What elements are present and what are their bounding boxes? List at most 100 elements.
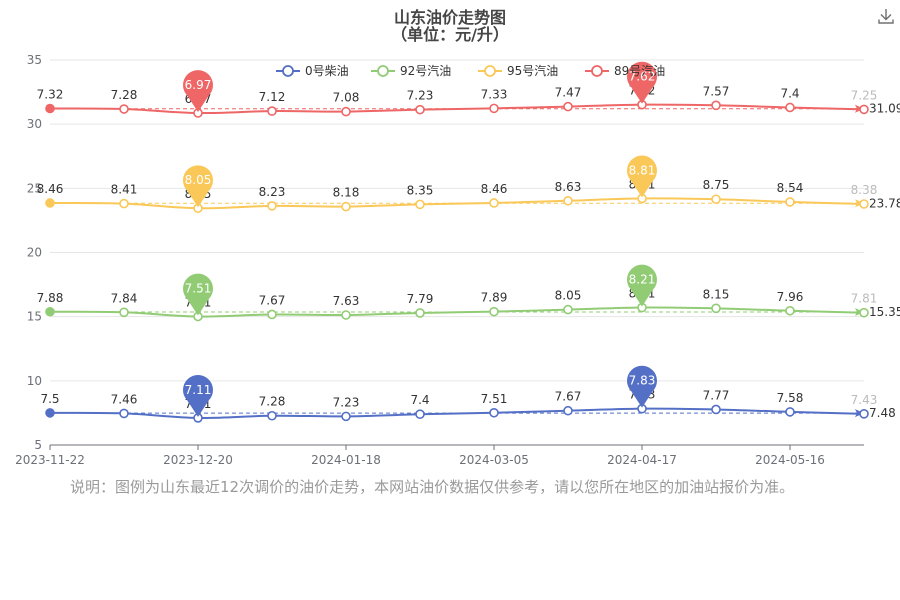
download-icon[interactable]	[876, 6, 896, 26]
series-3: 31.09 7.32 7.28 6.97 7.12 7.08 7.23 7.33 7.47 7.6…	[37, 61, 900, 118]
value-label: 7.58	[777, 391, 804, 405]
value-label: 7.43	[851, 393, 878, 407]
data-point	[563, 195, 573, 206]
data-point	[267, 410, 277, 421]
data-point	[785, 197, 795, 207]
data-point	[415, 104, 425, 115]
data-point	[785, 102, 795, 113]
legend-label: 95号汽油	[507, 63, 558, 78]
value-label: 7.79	[407, 292, 434, 306]
value-label: 7.89	[481, 291, 508, 305]
average-label: 31.09	[869, 102, 900, 116]
max-pin-label: 8.21	[629, 273, 656, 287]
min-pin	[183, 273, 214, 316]
data-point	[267, 309, 277, 320]
value-label: 8.35	[407, 183, 434, 197]
value-label: 7.88	[37, 291, 64, 305]
legend-item[interactable]: 95号汽油	[478, 63, 558, 78]
y-axis: 5 10 15 20 25 30 35	[27, 53, 42, 452]
max-pin-label: 7.62	[629, 70, 656, 84]
value-label: 8.46	[481, 182, 508, 196]
average-label: 23.78	[869, 196, 900, 210]
data-point	[711, 100, 721, 111]
value-label: 7.96	[777, 290, 804, 304]
max-pin	[627, 61, 657, 104]
data-point	[119, 408, 129, 419]
y-tick-label: 5	[34, 438, 42, 452]
x-tick-label: 2023-12-20	[163, 453, 233, 467]
series-line	[49, 306, 865, 318]
data-point	[45, 103, 55, 114]
value-label: 7.33	[481, 87, 508, 101]
legend-marker	[484, 65, 496, 77]
data-point	[563, 304, 573, 315]
data-point	[119, 198, 129, 209]
value-label: 7.5	[40, 392, 59, 406]
value-label: 8.46	[37, 182, 64, 196]
legend-label: 92号汽油	[400, 63, 451, 78]
value-label: 7.4	[780, 86, 799, 100]
value-label: 7.28	[259, 395, 286, 409]
x-tick-label: 2024-04-17	[607, 453, 677, 467]
data-point	[489, 407, 499, 418]
series-2: 23.78 8.46 8.41 8.05 8.23 8.18 8.35 8.46 8.63 8.8…	[37, 155, 900, 214]
data-point	[341, 310, 351, 320]
value-label: 7.81	[851, 292, 878, 306]
data-point	[415, 409, 425, 420]
data-point	[341, 106, 351, 117]
data-point	[711, 194, 721, 205]
min-pin-label: 8.05	[185, 173, 212, 187]
y-tick-label: 15	[27, 310, 42, 324]
value-label: 7.32	[37, 88, 64, 102]
legend-item[interactable]: 89号汽油	[585, 63, 665, 78]
data-point	[415, 308, 425, 318]
data-point	[119, 104, 129, 114]
legend-marker	[282, 65, 294, 77]
value-label: 7.46	[111, 392, 138, 406]
data-point	[267, 106, 277, 116]
data-point	[489, 103, 499, 114]
min-pin	[183, 165, 214, 208]
value-label: 8.54	[777, 181, 804, 195]
value-label: 7.25	[851, 88, 878, 102]
series-line	[49, 197, 865, 210]
value-label: 7.57	[703, 84, 730, 98]
legend-label: 89号汽油	[614, 63, 665, 78]
value-label: 7.28	[111, 88, 138, 102]
legend-marker	[377, 65, 389, 77]
y-tick-label: 25	[27, 181, 42, 195]
value-label: 7.77	[703, 388, 730, 402]
y-tick-label: 10	[27, 374, 42, 388]
value-label: 8.38	[851, 183, 878, 197]
average-label: 15.35	[869, 305, 900, 319]
legend-marker	[591, 65, 603, 77]
min-pin	[183, 70, 213, 113]
value-label: 7.23	[407, 89, 434, 103]
legend-item[interactable]: 92号汽油	[371, 63, 451, 78]
x-tick-label: 2024-01-18	[311, 453, 381, 467]
max-pin	[627, 365, 658, 408]
x-tick-label: 2023-11-22	[15, 453, 85, 467]
data-point	[785, 407, 795, 417]
data-point	[711, 303, 721, 314]
data-point	[119, 307, 129, 318]
legend-item[interactable]: 0号柴油	[276, 64, 349, 78]
data-point	[711, 404, 721, 415]
value-label: 7.63	[333, 294, 360, 308]
x-axis: 2023-11-22 2023-12-20 2024-01-18 2024-03-05…	[15, 444, 864, 467]
value-label: 7.51	[481, 392, 508, 406]
data-point	[563, 101, 573, 112]
legend[interactable]: 0号柴油 92号汽油 95号汽油 89号汽油	[276, 63, 665, 78]
data-point	[785, 305, 795, 316]
min-pin	[183, 375, 214, 417]
value-label: 7.84	[111, 291, 138, 305]
value-label: 8.23	[259, 185, 286, 199]
value-label: 7.47	[555, 86, 582, 100]
x-tick-label: 2024-05-16	[755, 453, 825, 467]
data-point	[563, 405, 573, 416]
value-label: 7.23	[333, 395, 360, 409]
data-point	[859, 199, 869, 209]
min-pin-label: 7.51	[185, 282, 212, 296]
data-point	[859, 104, 869, 115]
